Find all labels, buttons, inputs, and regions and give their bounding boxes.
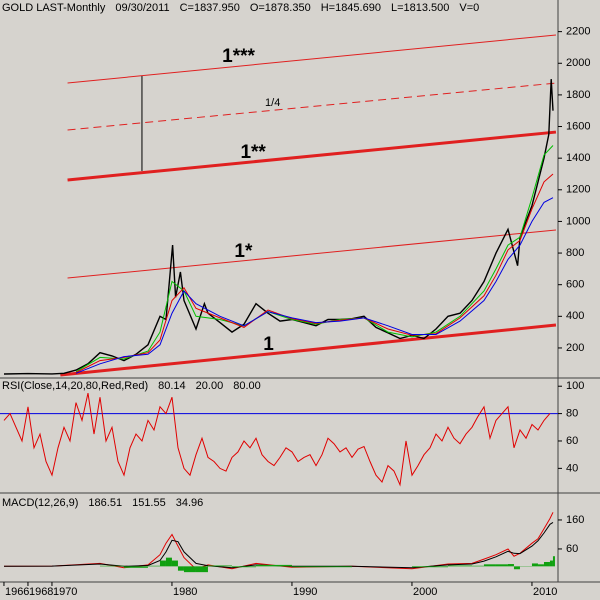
indicator-title: RSI(Close,14,20,80,Red,Red) (2, 380, 148, 392)
y-tick-label: 60 (566, 543, 578, 555)
level-label: 80.00 (233, 380, 261, 392)
quote: O=1878.350 (250, 2, 311, 14)
histogram-bar (543, 561, 550, 567)
date: 09/30/2011 (115, 2, 169, 14)
trendline-label: 1*** (222, 46, 255, 67)
series-line (3, 392, 551, 487)
y-tick-label: 200 (566, 342, 584, 354)
quote: L=1813.500 (391, 2, 449, 14)
y-tick-label: 40 (566, 462, 578, 474)
histogram-bar (147, 565, 160, 567)
histogram-bar (549, 560, 553, 567)
trendline (60, 323, 557, 377)
y-tick-label: 1000 (566, 215, 590, 227)
indicator-value: 34.96 (176, 497, 204, 509)
indicator-title: MACD(12,26,9) (2, 497, 78, 509)
histogram-bar (411, 566, 448, 568)
trendline (67, 34, 557, 84)
trendline-label: 1* (234, 241, 253, 262)
y-tick-label: 1200 (566, 184, 590, 196)
histogram-bar (123, 566, 148, 568)
quote: C=1837.950 (180, 2, 240, 14)
histogram-bar (471, 565, 484, 567)
histogram-bar (183, 566, 196, 573)
y-tick-label: 100 (566, 380, 584, 392)
histogram-bar (159, 560, 166, 567)
x-tick-label: 1990 (293, 586, 317, 598)
histogram-bar (507, 564, 514, 567)
trendline (67, 130, 557, 182)
indicator-value: 80.14 (158, 380, 186, 392)
histogram-bar (99, 565, 124, 567)
histogram-bar (207, 565, 232, 567)
series-line (75, 197, 554, 374)
trendline (67, 82, 557, 131)
histogram-bar (171, 560, 178, 567)
histogram-bar (177, 566, 184, 571)
symbol: GOLD LAST-Monthly (2, 2, 106, 14)
histogram-bar (195, 566, 208, 573)
y-tick-label: 80 (566, 408, 578, 420)
x-tick-label: 1980 (173, 586, 197, 598)
trendline-label: 1 (263, 334, 274, 355)
quote: H=1845.690 (321, 2, 381, 14)
y-tick-label: 800 (566, 247, 584, 259)
histogram-bar (447, 565, 472, 567)
y-tick-label: 400 (566, 310, 584, 322)
histogram-bar (552, 556, 555, 567)
quote: V=0 (459, 2, 479, 14)
y-tick-label: 60 (566, 435, 578, 447)
x-tick-label: 2000 (413, 586, 437, 598)
x-tick-label: 2010 (533, 586, 557, 598)
histogram-bar (165, 557, 172, 567)
y-tick-label: 2000 (566, 57, 590, 69)
series-line (75, 173, 554, 373)
histogram-bar (483, 564, 496, 567)
trendline-label: 1/4 (265, 97, 280, 109)
y-tick-label: 1800 (566, 89, 590, 101)
y-tick-label: 600 (566, 279, 584, 291)
y-tick-label: 1400 (566, 152, 590, 164)
x-tick-label: 1968 (29, 586, 53, 598)
series-line (3, 79, 554, 375)
histogram-bar (537, 564, 544, 567)
indicator-value: 151.55 (132, 497, 166, 509)
x-tick-label: 1966 (5, 586, 29, 598)
y-tick-label: 1600 (566, 120, 590, 132)
histogram-bar (495, 564, 508, 567)
trendline-label: 1** (240, 142, 266, 163)
indicator-value: 186.51 (88, 497, 122, 509)
y-tick-label: 2200 (566, 26, 590, 38)
histogram-bar (255, 564, 292, 567)
series-line (3, 521, 554, 569)
x-tick-label: 1970 (53, 586, 77, 598)
level-label: 20.00 (196, 380, 224, 392)
y-tick-label: 160 (566, 514, 584, 526)
histogram-bar (513, 566, 520, 570)
series-line (3, 512, 554, 570)
series-line (75, 145, 554, 373)
trendline (67, 229, 557, 279)
histogram-bar (531, 563, 538, 567)
histogram-bar (231, 566, 256, 568)
histogram-bar (291, 566, 352, 568)
